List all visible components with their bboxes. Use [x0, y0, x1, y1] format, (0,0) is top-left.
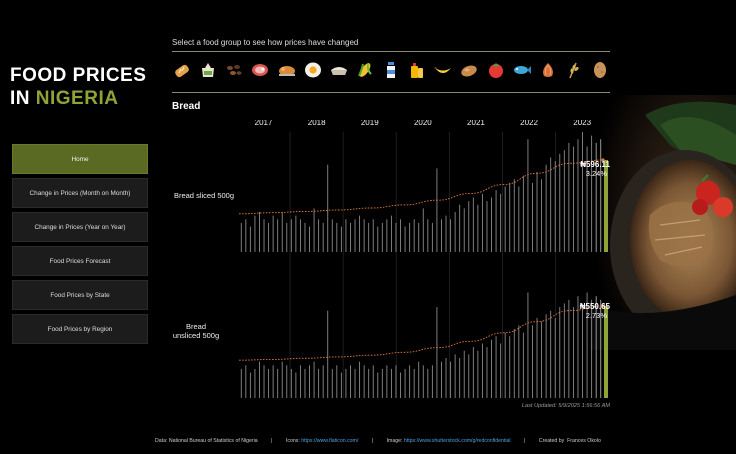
price-callout-unsliced: ₦550.65 2.73%: [560, 302, 610, 320]
divider-bottom: [172, 92, 610, 93]
current-value-bar: [604, 160, 608, 252]
trend-end-point: [601, 158, 605, 162]
price-trend-line: [238, 305, 604, 361]
price-trend-line: [238, 159, 604, 215]
title-prefix: IN: [10, 88, 36, 109]
footer-icons-prefix: Icons:: [285, 438, 302, 444]
trend-end-point: [601, 304, 605, 308]
year-label-2017: 2017: [255, 120, 273, 127]
year-label-2021: 2021: [467, 120, 485, 127]
year-label-2023: 2023: [573, 120, 591, 127]
footer-icons-link[interactable]: https://www.flaticon.com/: [301, 438, 359, 444]
year-label-2018: 2018: [308, 120, 326, 127]
footer-separator-2: |: [371, 438, 374, 444]
title-accent: NIGERIA: [35, 88, 119, 109]
footer-image-link[interactable]: https://www.shutterstock.com/g/redconfid…: [403, 438, 511, 444]
navigation-menu: Home Change in Prices (Month on Month) C…: [12, 144, 148, 348]
current-change-unsliced: 2.73%: [585, 311, 607, 320]
instruction-text: Select a food group to see how prices ha…: [172, 38, 359, 47]
series-label-sliced: Bread sliced 500g: [173, 191, 235, 200]
nav-region-button[interactable]: Food Prices by Region: [12, 314, 148, 344]
year-dividers: [289, 132, 557, 398]
year-label-2019: 2019: [361, 120, 379, 127]
onion-icon[interactable]: [538, 60, 558, 80]
rice-bag-icon[interactable]: [198, 60, 218, 80]
maize-icon[interactable]: [355, 60, 375, 80]
nav-home-button[interactable]: Home: [12, 144, 148, 174]
milk-icon[interactable]: [381, 60, 401, 80]
nav-yoy-button[interactable]: Change in Prices (Year on Year): [12, 212, 148, 242]
year-labels: 2017 2018 2019 2020 2021 2022 2023: [255, 120, 592, 127]
footer-separator-1: |: [271, 438, 273, 444]
food-group-selector: [172, 60, 610, 80]
current-price-unsliced: ₦550.65: [579, 302, 610, 311]
nav-forecast-button[interactable]: Food Prices Forecast: [12, 246, 148, 276]
footer-created-name: Frances Okolo: [567, 438, 601, 444]
bread-icon[interactable]: [172, 60, 192, 80]
garri-icon[interactable]: [329, 60, 349, 80]
millet-icon[interactable]: [564, 60, 584, 80]
footer: Data: National Bureau of Statistics of N…: [155, 438, 601, 444]
current-price-sliced: ₦596.11: [580, 160, 610, 169]
footer-separator-3: |: [524, 438, 526, 444]
last-updated: Last Updated: 5/9/2025 1:56:56 AM: [521, 403, 610, 409]
yam-icon[interactable]: [459, 60, 479, 80]
dashboard-title: FOOD PRICES IN NIGERIA: [10, 64, 146, 110]
egg-icon[interactable]: [303, 60, 323, 80]
tomato-icon[interactable]: [486, 60, 506, 80]
beans-icon[interactable]: [224, 60, 244, 80]
year-label-2020: 2020: [414, 120, 432, 127]
food-photo: [590, 95, 736, 350]
fish-icon[interactable]: [512, 60, 532, 80]
divider-top: [172, 51, 610, 52]
series-label-unsliced: Bread unsliced 500g: [172, 322, 220, 340]
potato-icon[interactable]: [590, 60, 610, 80]
selected-group-title: Bread: [172, 101, 201, 112]
chicken-icon[interactable]: [277, 60, 297, 80]
price-chart: 2017 2018 2019 2020 2021 2022 2023: [238, 120, 608, 398]
year-label-2022: 2022: [520, 120, 538, 127]
current-value-bar: [604, 306, 608, 398]
current-change-sliced: 3.24%: [585, 169, 607, 178]
chart-panel-sliced: [238, 132, 608, 252]
footer-data-source: Data: National Bureau of Statistics of N…: [155, 438, 258, 444]
plantain-icon[interactable]: [433, 60, 453, 80]
title-line-2: IN NIGERIA: [10, 87, 146, 110]
footer-image-prefix: Image:: [386, 438, 404, 444]
beef-icon[interactable]: [250, 60, 270, 80]
vegetable-oil-icon[interactable]: [407, 60, 427, 80]
nav-state-button[interactable]: Food Prices by State: [12, 280, 148, 310]
price-callout-sliced: ₦596.11 3.24%: [560, 160, 610, 178]
nav-mom-button[interactable]: Change in Prices (Month on Month): [12, 178, 148, 208]
footer-created-prefix: Created by: [538, 438, 565, 444]
chart-panel-unsliced: [238, 292, 608, 398]
title-line-1: FOOD PRICES: [10, 65, 147, 86]
